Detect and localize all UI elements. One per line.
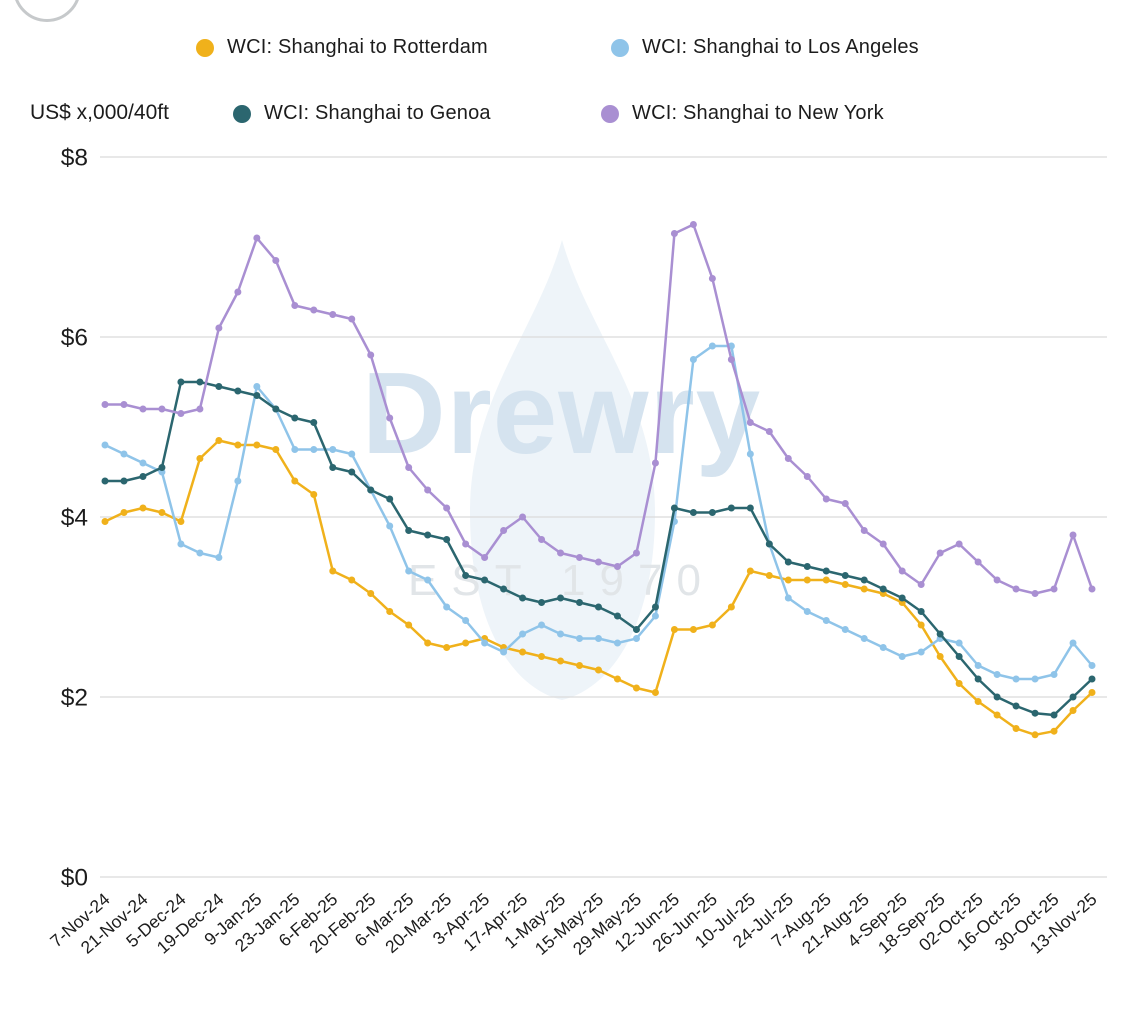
y-axis-unit-label: US$ x,000/40ft [30, 101, 169, 124]
legend-label-rotterdam: WCI: Shanghai to Rotterdam [227, 36, 488, 58]
series-line-wci-shanghai-to-genoa [103, 380, 1094, 717]
series-points-wci-shanghai-to-rotterdam [101, 437, 1096, 739]
y-tick-label: $4 [61, 505, 88, 532]
y-tick-label: $2 [61, 685, 88, 712]
y-tick-label: $0 [61, 865, 88, 892]
legend-item-genoa: WCI: Shanghai to Genoa [233, 102, 491, 125]
series-line-wci-shanghai-to-los-angeles [103, 344, 1094, 681]
legend-marker-genoa-icon [233, 104, 251, 123]
legend-item-new-york: WCI: Shanghai to New York [601, 102, 884, 125]
series-points-wci-shanghai-to-genoa [101, 378, 1096, 719]
legend-item-rotterdam: WCI: Shanghai to Rotterdam [196, 36, 488, 59]
legend-marker-new-york-icon [601, 104, 619, 123]
y-tick-label: $6 [61, 325, 88, 352]
legend-item-los-angeles: WCI: Shanghai to Los Angeles [611, 36, 919, 59]
series-line-wci-shanghai-to-rotterdam [103, 439, 1094, 737]
legend-label-los-angeles: WCI: Shanghai to Los Angeles [642, 36, 919, 58]
legend-marker-rotterdam-icon [196, 38, 214, 57]
legend-marker-los-angeles-icon [611, 38, 629, 57]
legend-label-new-york: WCI: Shanghai to New York [632, 102, 884, 124]
legend-label-genoa: WCI: Shanghai to Genoa [264, 102, 491, 124]
y-tick-label: $8 [61, 145, 88, 172]
series-points-wci-shanghai-to-new-york [101, 221, 1096, 597]
